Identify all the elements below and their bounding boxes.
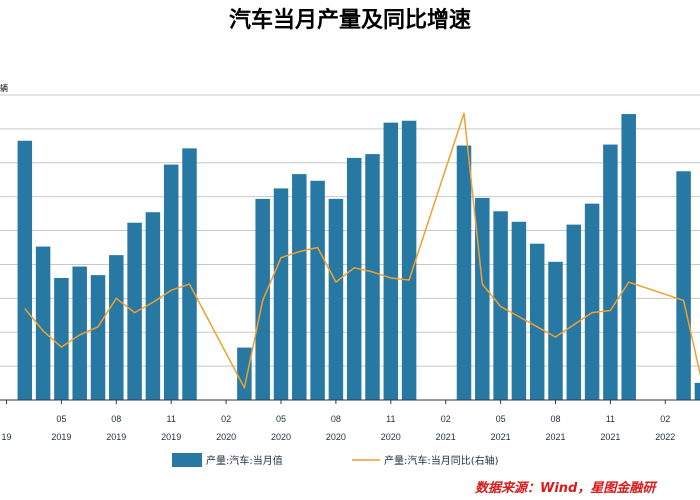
bar (163, 164, 179, 400)
bar (145, 212, 161, 400)
x-tick-year: 2020 (216, 432, 236, 442)
bar (475, 197, 490, 400)
x-tick-year: 2021 (545, 432, 565, 442)
x-tick-month: 11 (386, 414, 395, 424)
x-tick-month: 05 (56, 414, 66, 424)
bar (566, 224, 582, 400)
x-tick-year: 2020 (271, 432, 291, 442)
bar (54, 278, 69, 400)
yoy-line (24, 112, 700, 389)
bar (365, 154, 380, 400)
x-tick-month: 02 (221, 414, 231, 424)
legend-line-label: 产量:汽车:当月同比(右轴) (384, 454, 499, 467)
bar (292, 174, 307, 400)
bar (237, 347, 252, 400)
bar (511, 221, 527, 400)
legend: 产量:汽车:当月值 产量:汽车:当月同比(右轴) (172, 453, 499, 467)
x-tick-month: 08 (550, 414, 560, 424)
x-tick-year: 2021 (491, 432, 511, 442)
bar (72, 266, 87, 400)
bar (182, 148, 197, 400)
bar (127, 222, 142, 400)
bar (694, 382, 700, 400)
bar (35, 246, 51, 400)
x-tick-year: 2019 (106, 432, 126, 442)
bar (17, 140, 33, 400)
x-axis-ticks: 19 05 2019 08 2019 11 2019 02 2020 05 2020 08 2020 11… (1, 400, 675, 442)
y-axis-unit-label: 辆 (0, 83, 8, 93)
bar-series (17, 114, 700, 400)
x-tick-month: 02 (441, 414, 451, 424)
bar (346, 157, 362, 400)
x-tick-year: 2019 (51, 432, 71, 442)
x-tick-month: 05 (276, 414, 286, 424)
legend-bar-label: 产量:汽车:当月值 (206, 454, 283, 467)
bar (676, 171, 691, 400)
bar (456, 145, 472, 400)
bar (328, 198, 344, 400)
x-tick-month: 08 (111, 414, 121, 424)
chart-title: 汽车当月产量及同比增速 (229, 7, 471, 33)
x-tick-year: 2020 (326, 432, 346, 442)
x-tick-year: 2021 (436, 432, 456, 442)
x-tick-month: 02 (660, 414, 670, 424)
bar (603, 144, 618, 400)
x-tick-month: 11 (606, 414, 615, 424)
bar (548, 261, 563, 400)
x-tick-month: 11 (167, 414, 176, 424)
bar (90, 275, 106, 400)
x-tick-year: 2019 (161, 432, 181, 442)
bar (273, 188, 289, 400)
bar (310, 180, 325, 400)
x-tick-year: 2020 (381, 432, 401, 442)
bar (401, 120, 417, 400)
bar (109, 255, 124, 400)
bar (383, 122, 399, 400)
x-tick-year: 19 (1, 432, 11, 442)
bar (621, 114, 636, 400)
x-tick-month: 05 (496, 414, 506, 424)
x-tick-year: 2021 (600, 432, 620, 442)
line-series (24, 112, 700, 389)
x-tick-month: 08 (331, 414, 341, 424)
bar (584, 203, 600, 400)
x-tick-year: 2022 (655, 432, 675, 442)
legend-bar-swatch (172, 453, 202, 467)
bar (529, 243, 545, 400)
source-note: 数据来源：Wind，星图金融研 (475, 480, 658, 496)
